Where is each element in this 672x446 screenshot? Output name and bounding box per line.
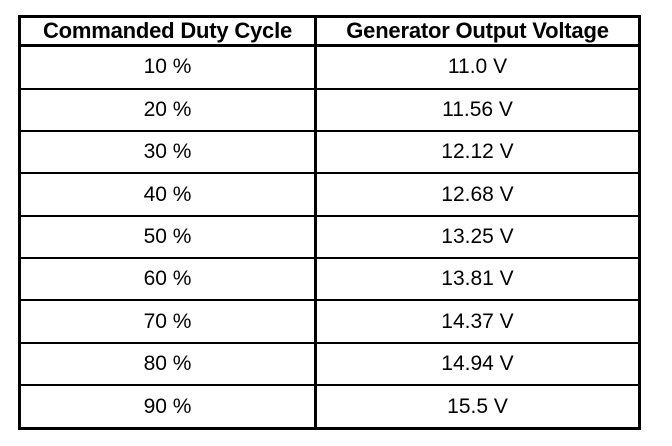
voltage-cell: 15.5 V [314, 384, 641, 430]
duty-cycle-cell: 90 % [18, 384, 317, 430]
table-row: 50 % 13.25 V [18, 214, 641, 260]
table-row: 20 % 11.56 V [18, 87, 641, 133]
duty-cycle-voltage-table: Commanded Duty Cycle Generator Output Vo… [18, 15, 641, 430]
table-row: 10 % 11.0 V [18, 44, 641, 90]
header-generator-output-voltage: Generator Output Voltage [314, 15, 641, 47]
duty-cycle-cell: 70 % [18, 299, 317, 344]
table-row: 60 % 13.81 V [18, 257, 641, 302]
table-row: 70 % 14.37 V [18, 299, 641, 344]
table-row: 40 % 12.68 V [18, 172, 641, 217]
table-row: 90 % 15.5 V [18, 384, 641, 430]
table-row: 30 % 12.12 V [18, 130, 641, 175]
duty-cycle-cell: 20 % [18, 87, 317, 133]
duty-cycle-cell: 40 % [18, 172, 317, 217]
table-row: 80 % 14.94 V [18, 341, 641, 387]
duty-cycle-cell: 10 % [18, 44, 317, 90]
voltage-cell: 11.56 V [314, 87, 641, 133]
voltage-cell: 13.81 V [314, 257, 641, 302]
table-header-row: Commanded Duty Cycle Generator Output Vo… [18, 15, 641, 47]
voltage-cell: 14.94 V [314, 341, 641, 387]
duty-cycle-cell: 60 % [18, 257, 317, 302]
duty-cycle-cell: 30 % [18, 130, 317, 175]
voltage-cell: 12.68 V [314, 172, 641, 217]
voltage-cell: 12.12 V [314, 130, 641, 175]
voltage-cell: 13.25 V [314, 214, 641, 260]
header-commanded-duty-cycle: Commanded Duty Cycle [18, 15, 317, 47]
duty-cycle-cell: 80 % [18, 341, 317, 387]
voltage-cell: 14.37 V [314, 299, 641, 344]
duty-cycle-cell: 50 % [18, 214, 317, 260]
voltage-cell: 11.0 V [314, 44, 641, 90]
